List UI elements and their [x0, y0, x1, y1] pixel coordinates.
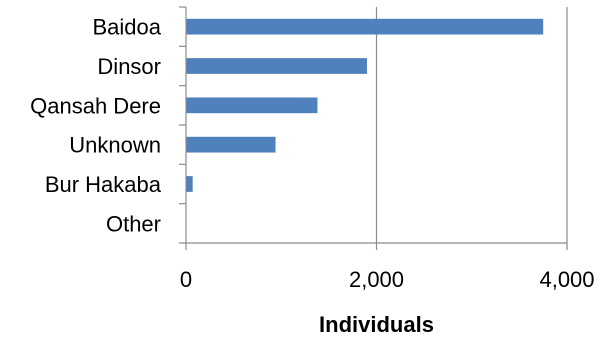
- category-label-qansah-dere: Qansah Dere: [30, 93, 161, 118]
- bar-unknown: [186, 136, 276, 153]
- x-tick-label-0: 0: [180, 267, 192, 292]
- bar-dinsor: [186, 58, 367, 74]
- bar-baidoa: [186, 18, 544, 35]
- labels-layer: Baidoa Dinsor Qansah Dere Unknown Bur Hakaba…: [30, 15, 594, 292]
- bars-layer: [186, 18, 544, 192]
- category-label-dinsor: Dinsor: [97, 54, 161, 79]
- bar-qansah-dere: [186, 97, 318, 114]
- x-axis-title: Individuals: [319, 312, 434, 337]
- axis-layer: [179, 6, 568, 250]
- x-tick-label-1: 2,000: [349, 267, 404, 292]
- category-label-bur-hakaba: Bur Hakaba: [45, 172, 162, 197]
- bar-bur-hakaba: [186, 176, 193, 192]
- category-label-unknown: Unknown: [69, 133, 161, 158]
- category-label-baidoa: Baidoa: [92, 15, 161, 40]
- grid-layer: [375, 7, 568, 243]
- category-label-other: Other: [106, 211, 161, 236]
- x-tick-label-2: 4,000: [539, 267, 594, 292]
